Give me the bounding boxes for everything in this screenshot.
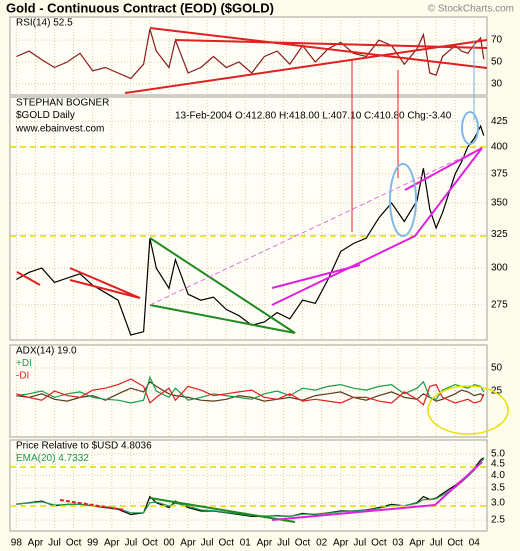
y-tick-label: 3.0 [491,497,505,508]
x-tick-label: 03 [392,538,404,549]
x-tick-label: Jul [124,538,137,549]
y-tick-label: 4.0 [491,470,505,481]
legend-label: +DI [16,358,32,369]
series-line [16,378,485,406]
legend-label: EMA(20) 4.7332 [16,453,89,464]
x-tick-label: Oct [218,538,234,549]
trend-line [16,271,41,286]
y-tick-label: 425 [491,116,508,127]
series-line [16,375,485,404]
trend-line [69,267,141,299]
legend-label: -DI [16,371,29,382]
y-tick-label: 50 [491,57,503,68]
x-tick-label: 04 [469,538,481,549]
x-tick-label: Oct [295,538,311,549]
x-tick-label: 00 [163,538,175,549]
highlight-ellipse [461,111,479,145]
y-tick-label: 350 [491,198,508,209]
highlight-ellipse [427,385,509,435]
x-tick-label: Jul [353,538,366,549]
drawings [10,27,509,523]
highlight-ellipse [389,163,417,237]
trend-line [174,39,488,49]
y-tick-label: 275 [491,299,508,310]
x-tick-label: 99 [87,538,99,549]
website: www.ebainvest.com [15,124,104,135]
x-tick-label: Apr [180,538,196,549]
y-tick-label: 5.0 [491,449,505,460]
panel [9,16,488,96]
trend-line [59,499,126,511]
panel [9,96,488,341]
x-tick-label: Jul [48,538,61,549]
y-tick-label: 30 [491,79,503,90]
trend-line [149,237,296,334]
trend-line [271,264,361,289]
y-tick-label: 400 [491,141,508,152]
x-tick-label: Apr [104,538,120,549]
legend-label: RSI(14) 52.5 [16,18,73,29]
legend-label: $GOLD Daily [16,110,75,121]
x-tick-label: Oct [66,538,82,549]
trend-line [149,147,483,306]
trend-line [271,147,483,306]
panels: 70 50 30 RSI(14) 52.5 425 400 375 350 325 300 275 $… [9,16,508,549]
y-tick-label: 375 [491,169,508,180]
x-tick-label: Oct [371,538,387,549]
x-tick-label: Jul [430,538,443,549]
legend-label: Price Relative to $USD 4.8036 [16,441,152,452]
trend-line [124,39,488,94]
x-tick-label: 02 [316,538,328,549]
x-tick-label: 98 [11,538,23,549]
series-line [16,28,485,80]
x-tick-label: Jul [277,538,290,549]
y-tick-label: 3.5 [491,483,505,494]
x-tick-label: Apr [28,538,44,549]
y-tick-label: 70 [491,35,503,46]
x-tick-label: Oct [142,538,158,549]
x-tick-label: 01 [240,538,252,549]
x-tick-label: Jul [201,538,214,549]
chart-title: Gold - Continuous Contract (EOD) ($GOLD) [6,0,274,15]
trend-line [404,147,483,191]
y-tick-label: 300 [491,263,508,274]
y-tick-label: 25 [491,386,503,397]
y-tick-label: 4.5 [491,459,505,470]
y-tick-label: 325 [491,229,508,240]
source: © StockCharts.com [428,4,514,15]
quote: 13-Feb-2004 O:412.80 H:418.00 L:407.10 C… [175,111,452,122]
legend-label: ADX(14) 19.0 [16,346,77,357]
y-tick-label: 2.5 [491,515,505,526]
x-tick-label: Apr [409,538,425,549]
trend-line [149,497,296,523]
y-tick-label: 50 [491,363,503,374]
trend-line [149,27,488,69]
trend-line [271,461,483,521]
x-tick-label: Apr [257,538,273,549]
x-tick-label: Apr [333,538,349,549]
author: STEPHAN BOGNER [16,98,109,109]
x-tick-label: Oct [447,538,463,549]
